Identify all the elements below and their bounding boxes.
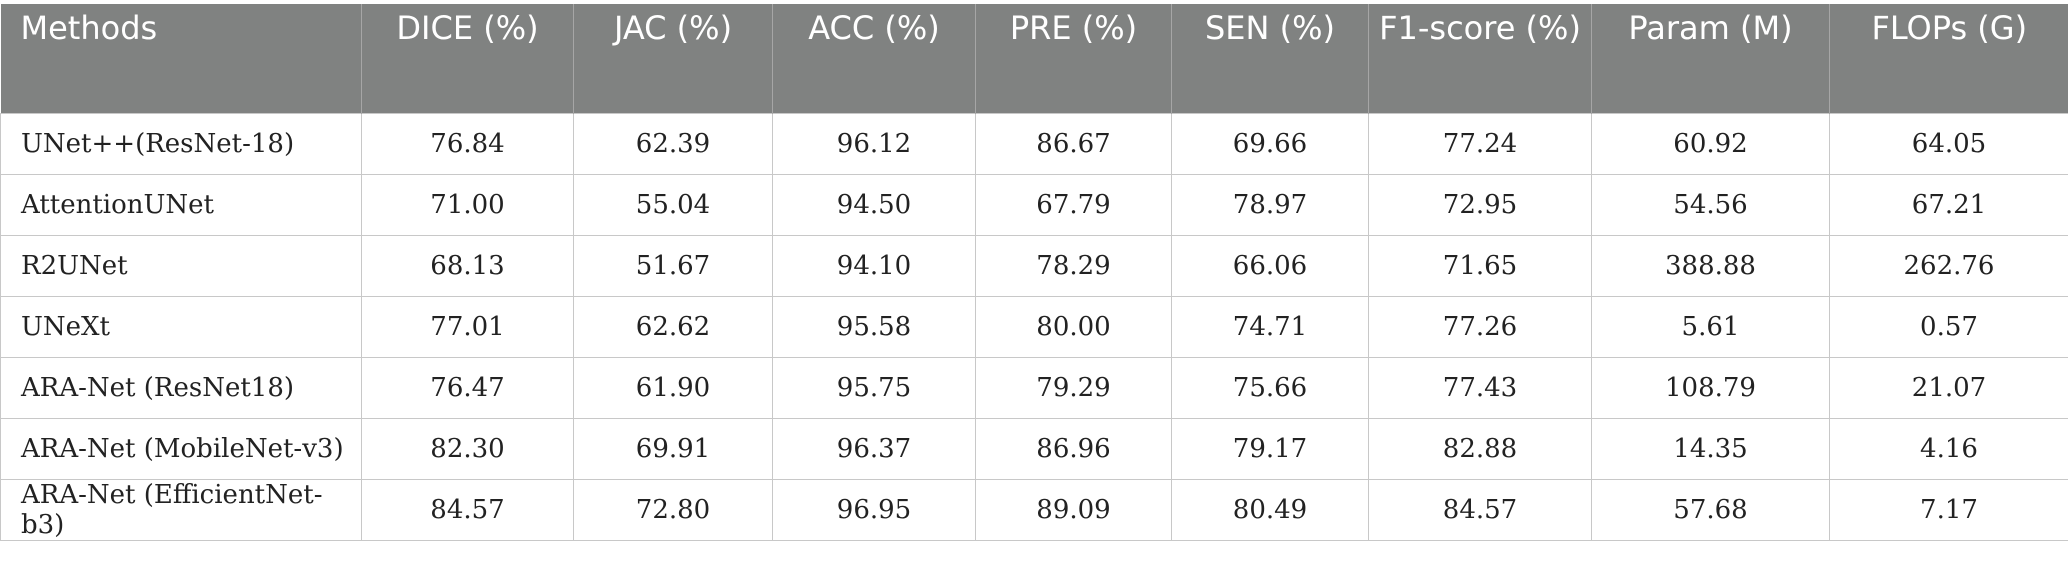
acc-value: 96.37: [772, 417, 976, 480]
header-f1-score: F1-score (%): [1368, 4, 1592, 113]
dice-value: 84.57: [361, 478, 574, 541]
jac-value: 61.90: [573, 356, 773, 419]
table-row: ARA-Net (EfficientNet-b3) 84.57 72.80 96…: [0, 478, 2068, 541]
f1-score-value: 82.88: [1368, 417, 1592, 480]
flops-value: 262.76: [1829, 234, 2068, 297]
pre-value: 89.09: [975, 478, 1172, 541]
sen-value: 69.66: [1171, 112, 1369, 175]
method-name: ARA-Net (EfficientNet-b3): [0, 478, 362, 541]
jac-value: 51.67: [573, 234, 773, 297]
results-table: Methods DICE (%) JAC (%) ACC (%) PRE (%)…: [0, 4, 2068, 541]
param-value: 388.88: [1591, 234, 1830, 297]
header-flops: FLOPs (G): [1829, 4, 2068, 113]
table-row: UNeXt 77.01 62.62 95.58 80.00 74.71 77.2…: [0, 295, 2068, 358]
header-acc: ACC (%): [772, 4, 976, 113]
pre-value: 80.00: [975, 295, 1172, 358]
method-name: AttentionUNet: [0, 173, 362, 236]
header-param: Param (M): [1591, 4, 1830, 113]
dice-value: 76.84: [361, 112, 574, 175]
acc-value: 95.58: [772, 295, 976, 358]
table-body: UNet++(ResNet-18) 76.84 62.39 96.12 86.6…: [0, 112, 2068, 541]
dice-value: 68.13: [361, 234, 574, 297]
dice-value: 82.30: [361, 417, 574, 480]
flops-value: 4.16: [1829, 417, 2068, 480]
param-value: 57.68: [1591, 478, 1830, 541]
sen-value: 78.97: [1171, 173, 1369, 236]
table-row: ARA-Net (MobileNet-v3) 82.30 69.91 96.37…: [0, 417, 2068, 480]
pre-value: 78.29: [975, 234, 1172, 297]
method-name: R2UNet: [0, 234, 362, 297]
flops-value: 21.07: [1829, 356, 2068, 419]
sen-value: 75.66: [1171, 356, 1369, 419]
header-jac: JAC (%): [573, 4, 773, 113]
f1-score-value: 77.26: [1368, 295, 1592, 358]
flops-value: 64.05: [1829, 112, 2068, 175]
jac-value: 62.62: [573, 295, 773, 358]
method-name: ARA-Net (ResNet18): [0, 356, 362, 419]
table-row: AttentionUNet 71.00 55.04 94.50 67.79 78…: [0, 173, 2068, 236]
table-row: UNet++(ResNet-18) 76.84 62.39 96.12 86.6…: [0, 112, 2068, 175]
sen-value: 74.71: [1171, 295, 1369, 358]
pre-value: 79.29: [975, 356, 1172, 419]
acc-value: 95.75: [772, 356, 976, 419]
acc-value: 96.95: [772, 478, 976, 541]
sen-value: 79.17: [1171, 417, 1369, 480]
header-sen: SEN (%): [1171, 4, 1369, 113]
acc-value: 94.50: [772, 173, 976, 236]
param-value: 54.56: [1591, 173, 1830, 236]
param-value: 5.61: [1591, 295, 1830, 358]
f1-score-value: 77.43: [1368, 356, 1592, 419]
param-value: 60.92: [1591, 112, 1830, 175]
f1-score-value: 71.65: [1368, 234, 1592, 297]
table-header: Methods DICE (%) JAC (%) ACC (%) PRE (%)…: [0, 4, 2068, 113]
pre-value: 67.79: [975, 173, 1172, 236]
sen-value: 66.06: [1171, 234, 1369, 297]
acc-value: 96.12: [772, 112, 976, 175]
jac-value: 69.91: [573, 417, 773, 480]
dice-value: 71.00: [361, 173, 574, 236]
header-dice: DICE (%): [361, 4, 574, 113]
method-name: UNet++(ResNet-18): [0, 112, 362, 175]
jac-value: 62.39: [573, 112, 773, 175]
header-methods: Methods: [0, 4, 362, 113]
jac-value: 72.80: [573, 478, 773, 541]
flops-value: 7.17: [1829, 478, 2068, 541]
param-value: 14.35: [1591, 417, 1830, 480]
header-pre: PRE (%): [975, 4, 1172, 113]
dice-value: 76.47: [361, 356, 574, 419]
method-name: UNeXt: [0, 295, 362, 358]
table-row: R2UNet 68.13 51.67 94.10 78.29 66.06 71.…: [0, 234, 2068, 297]
method-name: ARA-Net (MobileNet-v3): [0, 417, 362, 480]
flops-value: 67.21: [1829, 173, 2068, 236]
f1-score-value: 84.57: [1368, 478, 1592, 541]
sen-value: 80.49: [1171, 478, 1369, 541]
jac-value: 55.04: [573, 173, 773, 236]
f1-score-value: 72.95: [1368, 173, 1592, 236]
pre-value: 86.67: [975, 112, 1172, 175]
pre-value: 86.96: [975, 417, 1172, 480]
f1-score-value: 77.24: [1368, 112, 1592, 175]
flops-value: 0.57: [1829, 295, 2068, 358]
acc-value: 94.10: [772, 234, 976, 297]
dice-value: 77.01: [361, 295, 574, 358]
table-row: ARA-Net (ResNet18) 76.47 61.90 95.75 79.…: [0, 356, 2068, 419]
header-row: Methods DICE (%) JAC (%) ACC (%) PRE (%)…: [0, 4, 2068, 113]
param-value: 108.79: [1591, 356, 1830, 419]
